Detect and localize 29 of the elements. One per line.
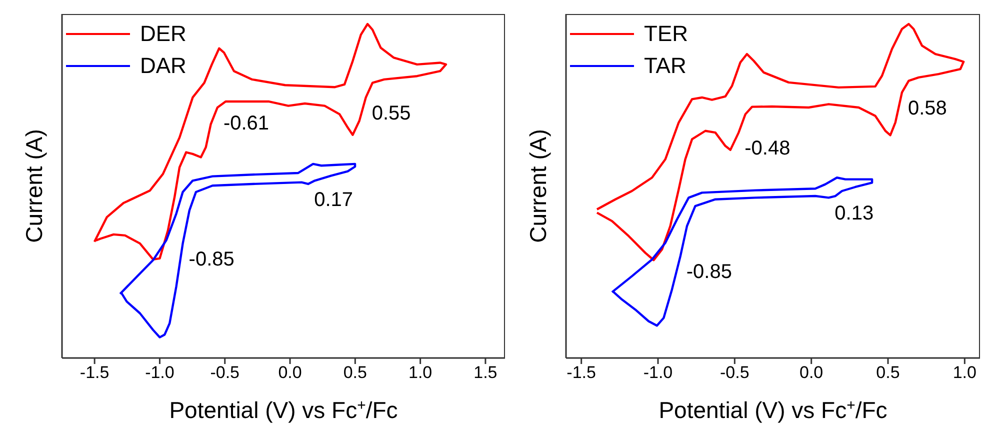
annotation: -0.61 — [223, 112, 270, 134]
x-axis-title: Potential (V) vs Fc$^{+}$/Fc — [658, 396, 888, 423]
x-tick-label: 0.5 — [343, 363, 367, 382]
x-tick-label: 1.5 — [474, 363, 498, 382]
x-tick-label: -0.5 — [210, 363, 240, 382]
annotation: 0.13 — [834, 202, 874, 225]
x-tick-label: 0.0 — [800, 363, 824, 382]
x-tick-label: -1.5 — [80, 363, 110, 382]
legend-label: TER — [644, 20, 688, 48]
y-axis-title: Current (A) — [525, 129, 551, 243]
x-tick-label: 1.0 — [408, 363, 432, 382]
legend-label: TAR — [644, 52, 686, 80]
annotation: 0.55 — [372, 102, 411, 124]
x-tick-label: -1.0 — [643, 363, 673, 382]
annotation: -0.85 — [188, 248, 234, 270]
x-tick-label: -0.5 — [720, 363, 750, 382]
annotation: -0.85 — [686, 261, 732, 284]
x-axis-title: Potential (V) vs Fc$^{+}$/Fc — [169, 396, 398, 423]
y-axis-title: Current (A) — [21, 129, 47, 243]
x-tick-label: 0.0 — [278, 363, 302, 382]
legend-label: DAR — [140, 52, 186, 80]
annotation: -0.48 — [744, 138, 790, 160]
x-tick-label: -1.0 — [145, 363, 174, 382]
x-tick-label: 0.5 — [876, 363, 900, 382]
legend-label: DER — [140, 20, 186, 48]
x-tick-label: 1.0 — [952, 363, 976, 382]
x-tick-label: -1.5 — [566, 363, 596, 382]
annotation: 0.17 — [314, 188, 354, 211]
annotation: 0.58 — [908, 97, 947, 120]
